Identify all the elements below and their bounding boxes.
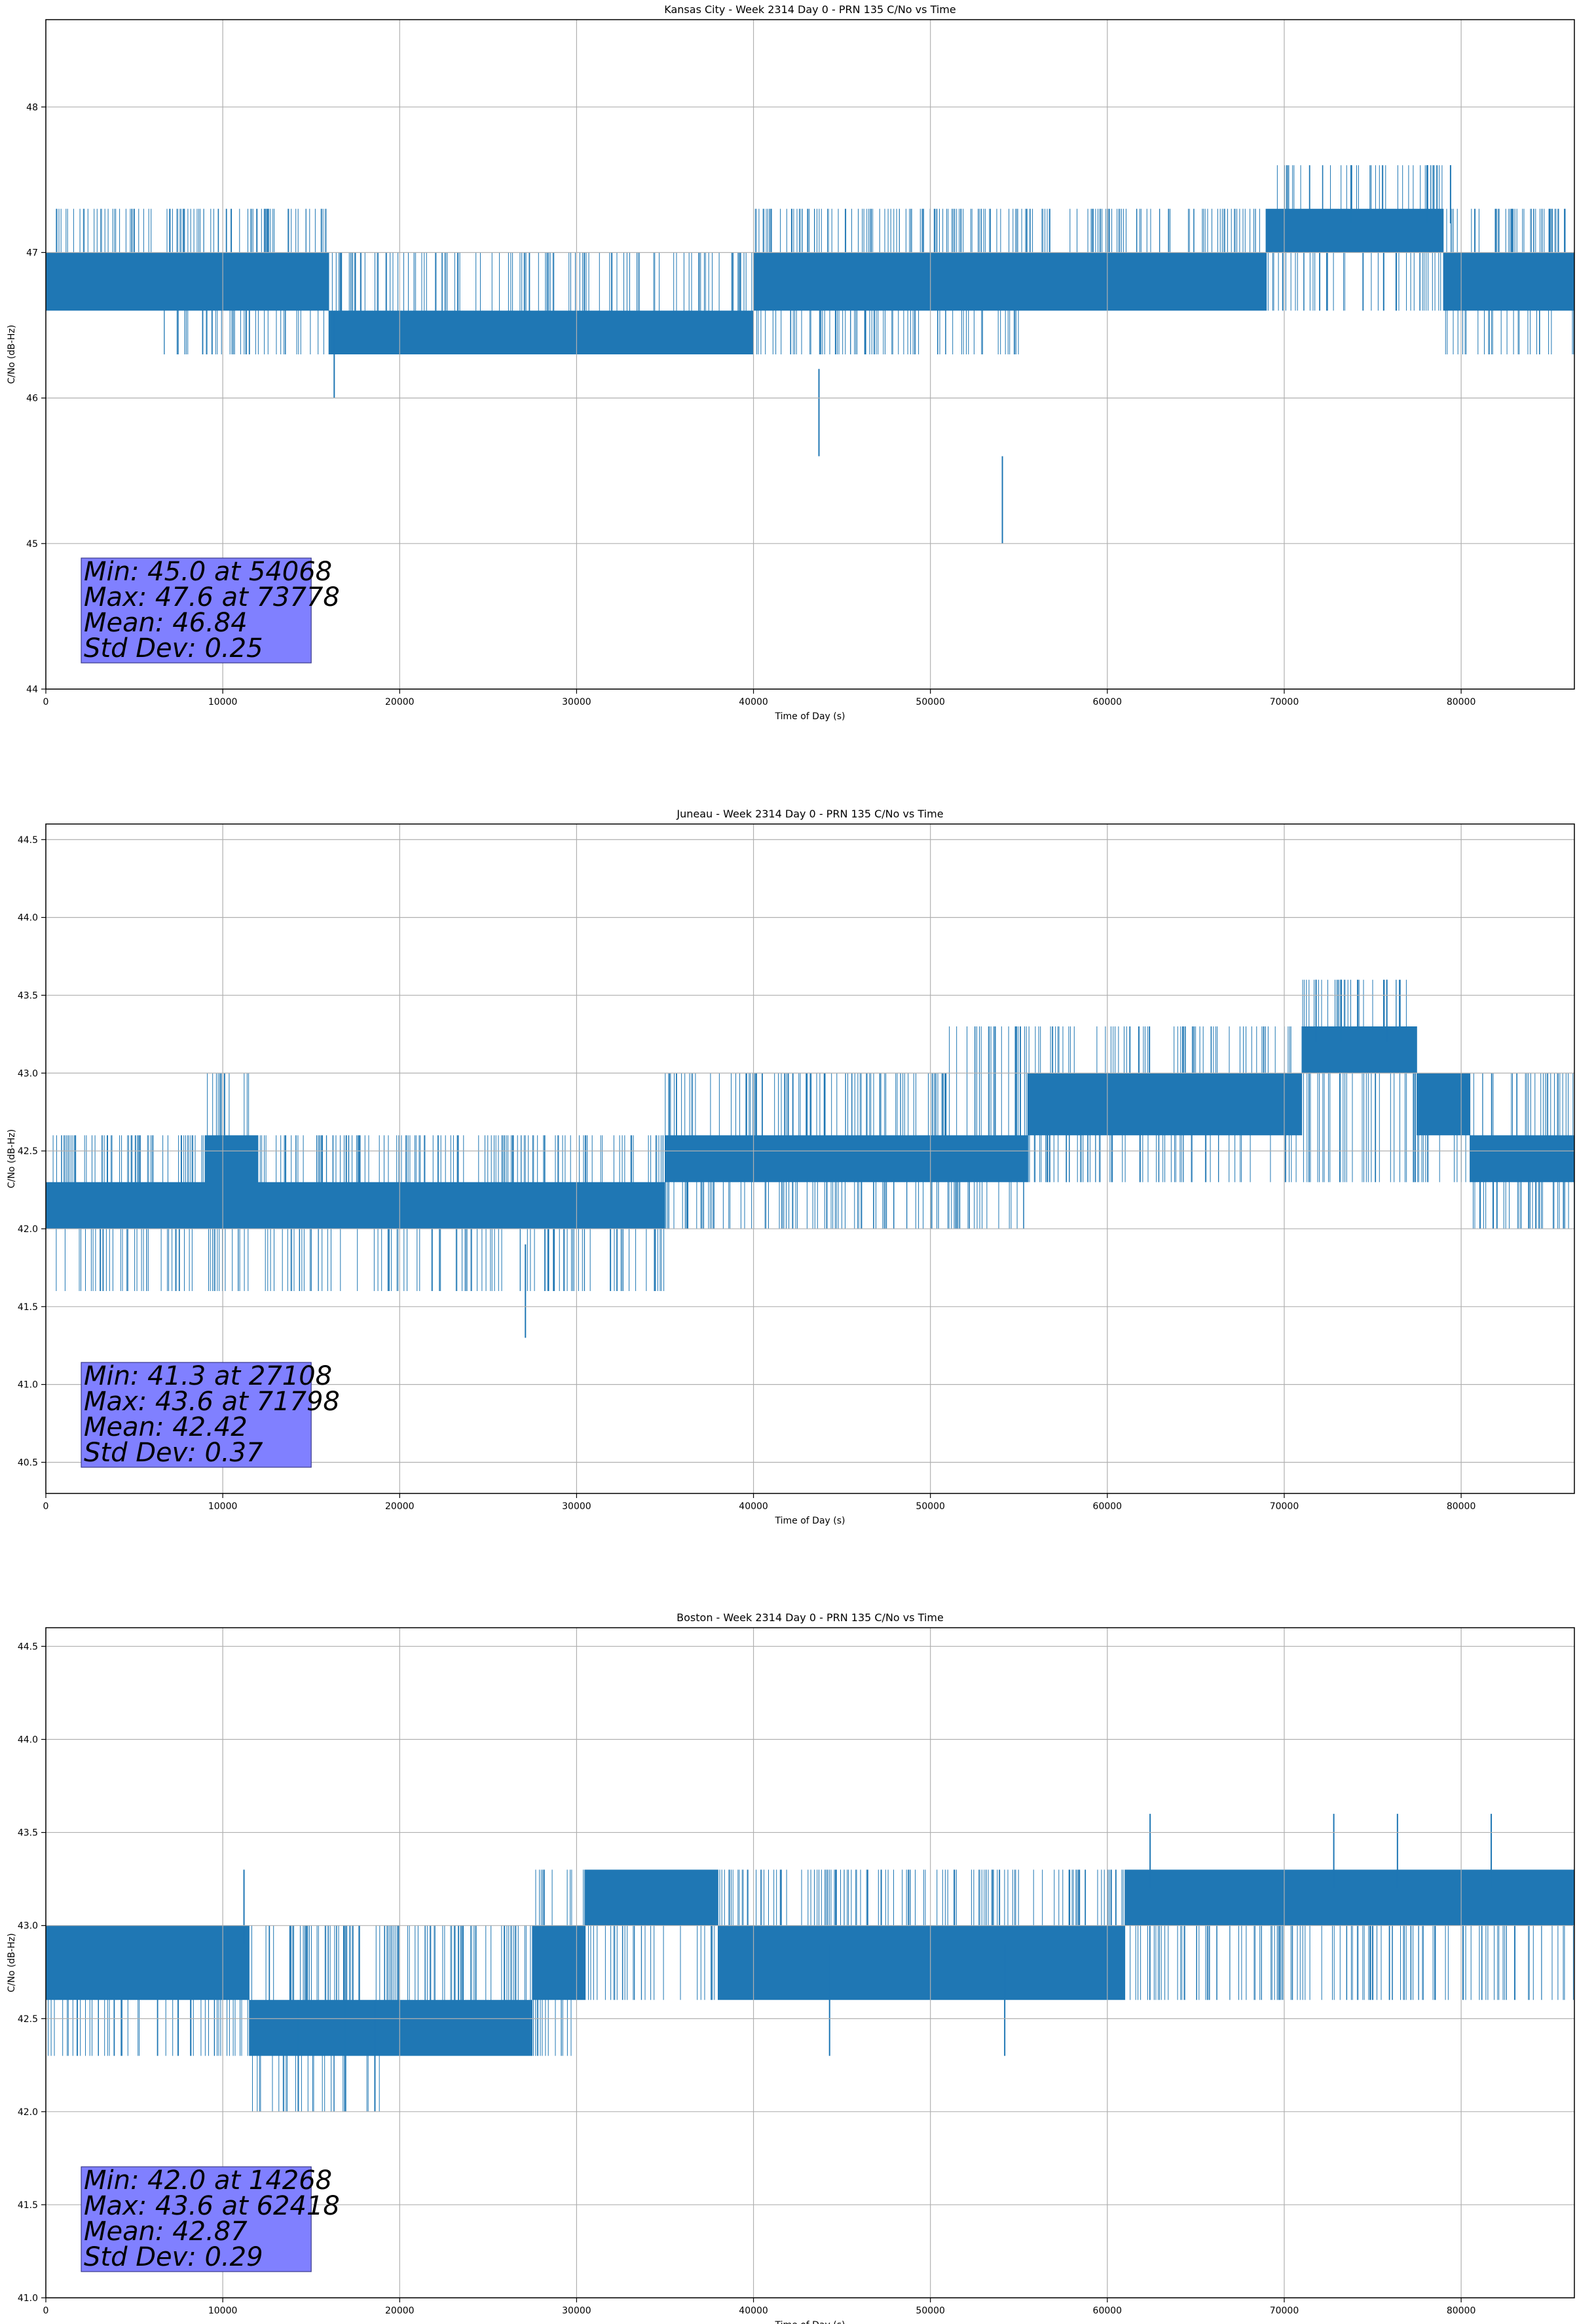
x-tick-label: 70000 — [1270, 1501, 1299, 1512]
x-axis-label: Time of Day (s) — [775, 711, 845, 722]
y-tick-label: 43.5 — [18, 990, 38, 1001]
x-tick-label: 40000 — [739, 2306, 768, 2316]
stats-box — [81, 2166, 312, 2272]
x-tick-label: 30000 — [562, 697, 591, 707]
chart-title: Juneau - Week 2314 Day 0 - PRN 135 C/No … — [676, 808, 943, 820]
x-tick-label: 30000 — [562, 2306, 591, 2316]
stats-line: Std Dev: 0.25 — [84, 633, 263, 664]
x-tick-label: 20000 — [385, 2306, 415, 2316]
y-tick-label: 44.5 — [18, 835, 38, 846]
y-tick-label: 48 — [26, 102, 38, 113]
y-tick-label: 43.5 — [18, 1828, 38, 1839]
y-tick-label: 41.5 — [18, 2200, 38, 2211]
stats-line: Max: 43.6 at 71798 — [84, 1387, 340, 1417]
x-tick-label: 40000 — [739, 1501, 768, 1512]
y-tick-label: 40.5 — [18, 1457, 38, 1468]
stats-line: Min: 41.3 at 27108 — [84, 1361, 332, 1391]
stats-line: Max: 47.6 at 73778 — [84, 582, 340, 612]
axes-frame — [45, 823, 1575, 1494]
x-tick-label: 60000 — [1093, 2306, 1122, 2316]
stats-line: Mean: 42.42 — [84, 1412, 248, 1442]
stats-line: Std Dev: 0.37 — [84, 1438, 263, 1468]
y-tick-label: 42.5 — [18, 2014, 38, 2025]
stats-line: Std Dev: 0.29 — [84, 2242, 263, 2272]
stats-line: Mean: 46.84 — [84, 608, 248, 638]
x-tick-label: 40000 — [739, 697, 768, 707]
x-tick-label: 10000 — [208, 1501, 238, 1512]
y-tick-label: 42.0 — [18, 1224, 38, 1235]
x-tick-label: 80000 — [1447, 1501, 1476, 1512]
chart-3: 0 10000 20000 30000 40000 50000 60000 70000 8000… — [7, 1611, 1575, 2324]
y-tick-label: 44.0 — [18, 1735, 38, 1746]
y-axis-label: C/No (dB-Hz) — [7, 325, 17, 384]
y-tick-label: 41.0 — [18, 1380, 38, 1391]
x-tick-label: 0 — [43, 697, 49, 707]
x-tick-label: 10000 — [208, 2306, 238, 2316]
x-tick-label: 0 — [43, 1501, 49, 1512]
x-tick-label: 80000 — [1447, 2306, 1476, 2316]
x-tick-label: 70000 — [1270, 697, 1299, 707]
x-axis-label: Time of Day (s) — [775, 2320, 845, 2324]
chart-title: Kansas City - Week 2314 Day 0 - PRN 135 … — [664, 3, 955, 16]
y-tick-label: 41.0 — [18, 2293, 38, 2304]
x-tick-label: 80000 — [1447, 697, 1476, 707]
y-tick-label: 43.0 — [18, 1921, 38, 1932]
chart-title: Boston - Week 2314 Day 0 - PRN 135 C/No … — [677, 1611, 944, 1624]
y-tick-label: 47 — [26, 248, 38, 258]
chart-1: 0 10000 20000 30000 40000 50000 60000 70000 8000… — [7, 3, 1575, 722]
x-tick-label: 60000 — [1093, 697, 1122, 707]
x-tick-label: 30000 — [562, 1501, 591, 1512]
y-tick-label: 45 — [26, 539, 38, 550]
x-tick-label: 50000 — [916, 1501, 945, 1512]
chart-2: 0 10000 20000 30000 40000 50000 60000 70000 8000… — [7, 808, 1575, 1526]
x-tick-label: 60000 — [1093, 1501, 1122, 1512]
y-tick-label: 41.5 — [18, 1302, 38, 1313]
x-tick-label: 70000 — [1270, 2306, 1299, 2316]
x-axis-label: Time of Day (s) — [775, 1516, 845, 1526]
y-axis-label: C/No (dB-Hz) — [7, 1933, 17, 1992]
y-tick-label: 44 — [26, 684, 38, 695]
x-tick-label: 50000 — [916, 697, 945, 707]
axes-frame — [45, 19, 1575, 690]
stats-line: Mean: 42.87 — [84, 2217, 248, 2247]
stats-line: Max: 43.6 at 62418 — [84, 2191, 340, 2221]
y-axis-label: C/No (dB-Hz) — [7, 1129, 17, 1188]
stats-line: Min: 42.0 at 14268 — [84, 2165, 332, 2196]
x-tick-label: 20000 — [385, 1501, 415, 1512]
y-tick-label: 43.0 — [18, 1068, 38, 1079]
x-tick-label: 0 — [43, 2306, 49, 2316]
x-tick-label: 20000 — [385, 697, 415, 707]
stats-box — [81, 1362, 312, 1468]
y-tick-label: 46 — [26, 394, 38, 404]
x-tick-label: 10000 — [208, 697, 238, 707]
x-tick-label: 50000 — [916, 2306, 945, 2316]
y-tick-label: 44.5 — [18, 1641, 38, 1652]
axes-frame — [45, 1627, 1575, 2298]
y-tick-label: 42.5 — [18, 1146, 38, 1157]
stats-line: Min: 45.0 at 54068 — [84, 557, 332, 587]
stats-box — [81, 557, 312, 664]
y-tick-label: 42.0 — [18, 2107, 38, 2118]
y-tick-label: 44.0 — [18, 913, 38, 924]
